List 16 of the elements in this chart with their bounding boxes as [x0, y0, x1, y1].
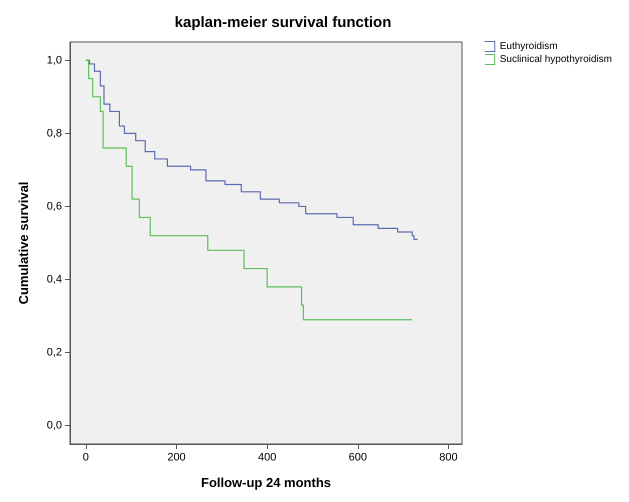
legend-label: Suclinical hypothyroidism	[500, 54, 612, 65]
y-axis-title: Cumulative survival	[16, 182, 31, 304]
legend-label: Euthyroidism	[500, 41, 558, 52]
y-tick-label: 0,6	[46, 200, 62, 212]
x-axis-title: Follow-up 24 months	[201, 475, 331, 490]
y-tick-label: 0,2	[46, 346, 62, 359]
y-tick-label: 1,0	[46, 54, 62, 66]
x-tick-label: 0	[82, 452, 89, 464]
y-tick-label: 0,8	[46, 127, 62, 140]
x-tick-label: 600	[348, 452, 367, 464]
y-tick-label: 0,4	[46, 274, 62, 286]
y-tick-label: 0,0	[46, 420, 62, 432]
x-tick-label: 800	[439, 452, 458, 464]
x-tick-label: 200	[167, 452, 186, 464]
chart-title: kaplan-meier survival function	[174, 14, 392, 31]
x-tick-label: 400	[258, 452, 276, 464]
